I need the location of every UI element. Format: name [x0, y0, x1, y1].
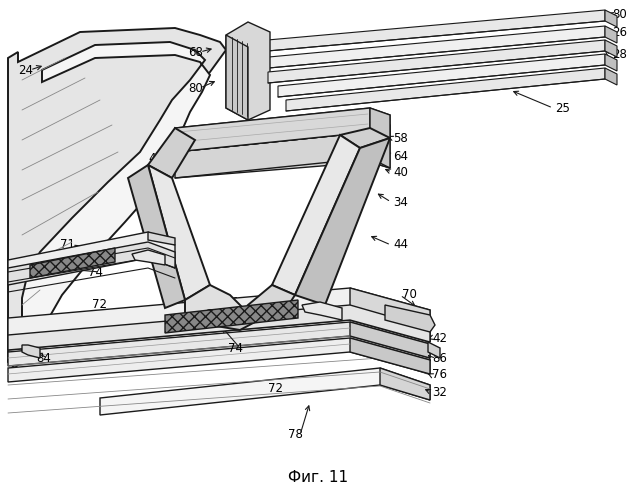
Polygon shape	[605, 68, 617, 85]
Polygon shape	[8, 338, 430, 382]
Text: 86: 86	[432, 352, 447, 364]
Text: 70: 70	[402, 288, 417, 302]
Polygon shape	[350, 288, 430, 342]
Text: 74: 74	[228, 342, 243, 354]
Text: 71: 71	[225, 296, 240, 310]
Polygon shape	[605, 40, 617, 57]
Polygon shape	[278, 54, 605, 97]
Polygon shape	[385, 305, 435, 332]
Polygon shape	[286, 68, 605, 111]
Polygon shape	[185, 310, 255, 330]
Polygon shape	[132, 250, 165, 265]
Polygon shape	[8, 322, 430, 366]
Polygon shape	[605, 54, 617, 71]
Polygon shape	[148, 128, 195, 178]
Text: 44: 44	[148, 152, 163, 164]
Polygon shape	[175, 118, 390, 152]
Polygon shape	[8, 305, 430, 350]
Polygon shape	[175, 108, 390, 152]
Polygon shape	[380, 368, 430, 400]
Text: 24: 24	[18, 64, 33, 76]
Text: 80: 80	[612, 8, 627, 20]
Polygon shape	[22, 345, 40, 358]
Polygon shape	[128, 165, 185, 308]
Polygon shape	[302, 302, 342, 320]
Text: 76: 76	[432, 368, 447, 382]
Polygon shape	[148, 232, 175, 245]
Polygon shape	[226, 22, 270, 120]
Polygon shape	[148, 165, 210, 300]
Polygon shape	[272, 135, 360, 295]
Text: 42: 42	[432, 332, 447, 344]
Polygon shape	[605, 26, 617, 43]
Text: 78: 78	[288, 428, 303, 442]
Text: 80: 80	[188, 82, 203, 94]
Text: 72: 72	[92, 298, 107, 312]
Polygon shape	[226, 35, 248, 120]
Text: Фиг. 11: Фиг. 11	[288, 470, 348, 486]
Polygon shape	[258, 26, 605, 69]
Text: 84: 84	[36, 352, 51, 364]
Polygon shape	[248, 285, 295, 318]
Polygon shape	[30, 248, 115, 278]
Text: 40: 40	[393, 166, 408, 178]
Polygon shape	[605, 10, 617, 27]
Polygon shape	[370, 108, 390, 168]
Polygon shape	[185, 285, 250, 325]
Polygon shape	[22, 42, 210, 362]
Polygon shape	[8, 242, 175, 285]
Text: 28: 28	[612, 48, 627, 62]
Text: 25: 25	[555, 102, 570, 114]
Polygon shape	[100, 368, 430, 415]
Polygon shape	[8, 288, 430, 350]
Polygon shape	[340, 128, 390, 148]
Polygon shape	[175, 108, 370, 152]
Polygon shape	[165, 300, 298, 333]
Text: 32: 32	[432, 386, 447, 398]
Polygon shape	[245, 10, 605, 53]
Polygon shape	[350, 322, 430, 358]
Text: 64: 64	[393, 150, 408, 162]
Text: 71: 71	[60, 238, 75, 252]
Text: 72: 72	[268, 382, 283, 394]
Polygon shape	[175, 132, 390, 178]
Polygon shape	[8, 28, 226, 368]
Text: 74: 74	[88, 266, 103, 278]
Text: 26: 26	[612, 26, 627, 40]
Text: 44: 44	[393, 238, 408, 252]
Text: 68: 68	[188, 46, 203, 59]
Polygon shape	[350, 338, 430, 374]
Polygon shape	[8, 232, 175, 282]
Polygon shape	[295, 138, 390, 305]
Text: 58: 58	[393, 132, 408, 144]
Polygon shape	[268, 40, 605, 83]
Polygon shape	[428, 342, 440, 358]
Text: 34: 34	[393, 196, 408, 208]
